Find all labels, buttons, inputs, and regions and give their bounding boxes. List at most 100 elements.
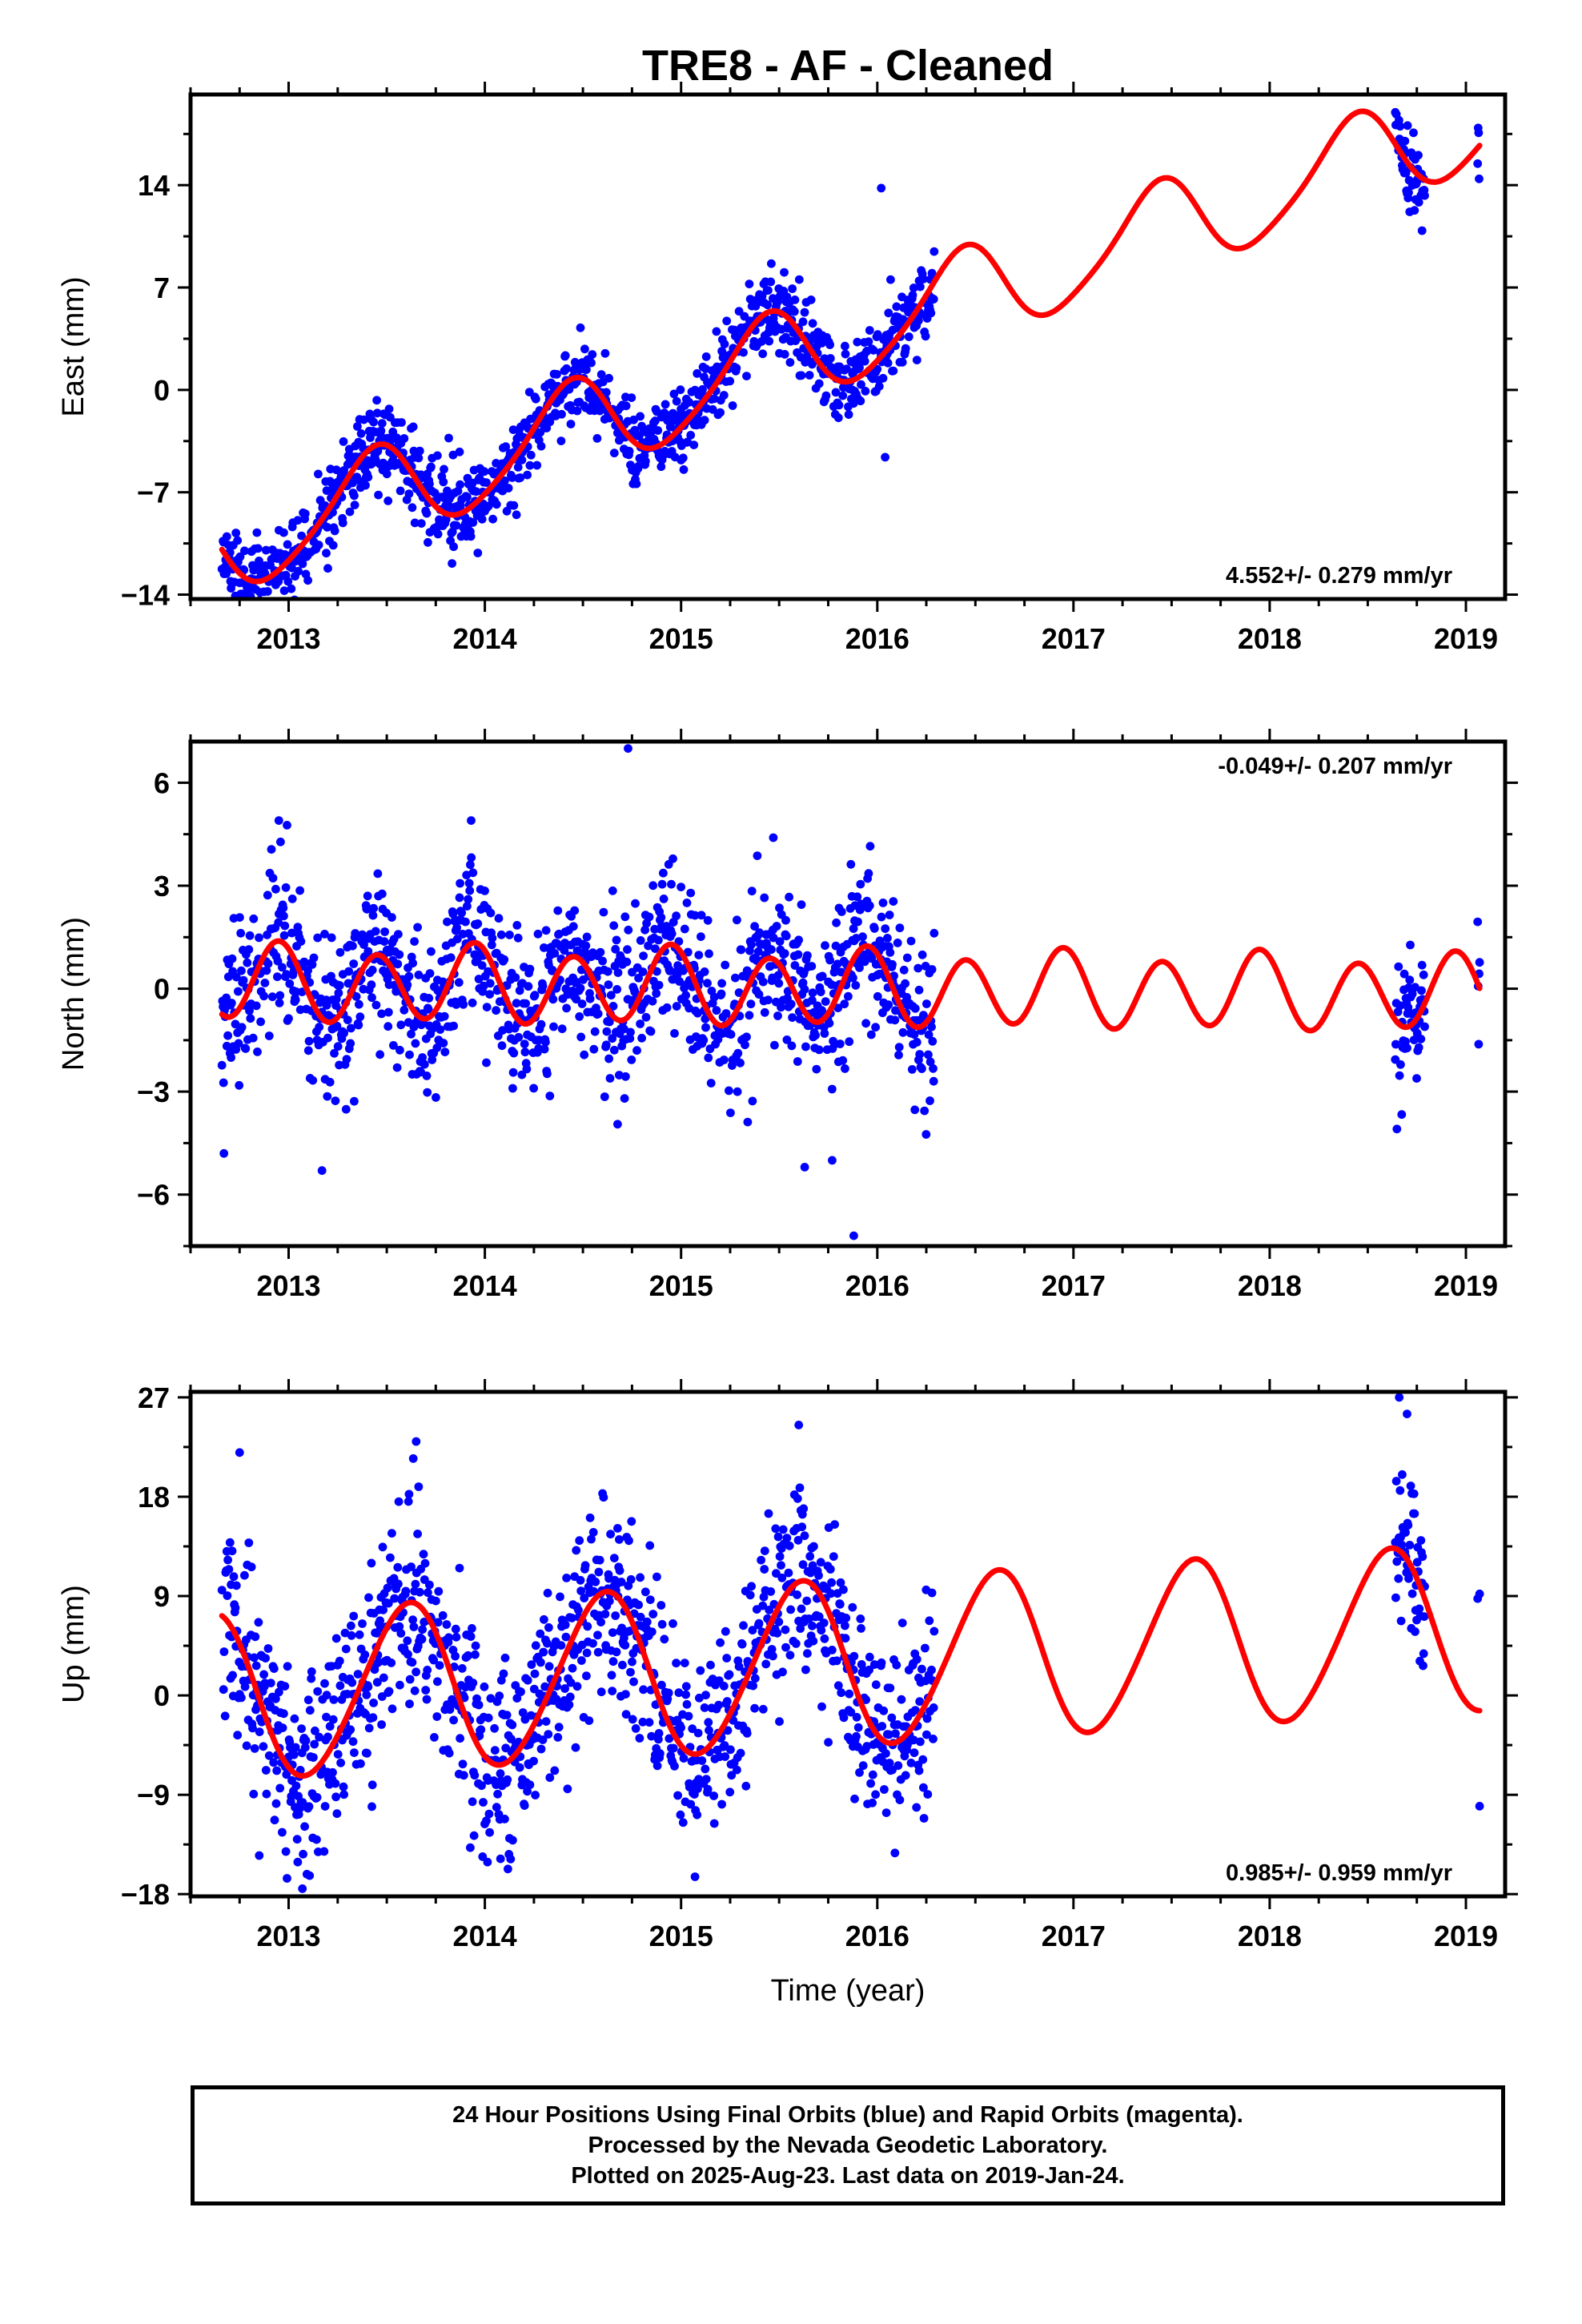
north-point [627,1055,636,1064]
east-point [323,523,332,532]
up-point [379,1673,388,1683]
up-x-axis-label: Time (year) [771,1974,926,2008]
east-y-tick-label: 7 [154,271,170,304]
north-point [680,924,689,934]
north-point [632,1046,641,1055]
up-point [560,1620,570,1630]
up-point [652,1761,662,1771]
up-point [819,1618,829,1627]
up-point [774,1617,784,1626]
up-point [615,1535,624,1544]
chart-title: TRE8 - AF - Cleaned [642,42,1054,90]
east-points [217,107,1484,599]
up-point [836,1578,845,1587]
east-panel: 2013 2014 2015 2016 2017 2018 2019 −14 −7 0 7 14 Eas… [57,82,1518,655]
up-point [424,1588,432,1598]
north-point [255,933,263,943]
up-point [627,1517,636,1526]
east-y-tick-label: −7 [137,476,170,509]
north-point [474,975,484,983]
north-point [234,987,243,996]
up-point [350,1748,359,1758]
north-point [606,991,616,1000]
north-point [747,940,756,949]
east-point [808,360,817,369]
east-point [525,460,535,470]
north-point [219,1148,229,1158]
north-point [669,854,677,863]
up-point [486,1694,496,1703]
north-point [351,929,360,938]
up-point [608,1657,618,1667]
up-point [228,1671,237,1680]
up-point [384,1687,394,1696]
up-point [600,1610,610,1618]
east-point [509,501,519,510]
north-point [245,1006,254,1015]
up-point [362,1691,371,1699]
up-point [464,1651,473,1660]
east-point [383,497,393,505]
north-point [275,999,284,1007]
up-point [700,1703,709,1712]
up-point [331,1779,340,1788]
east-point [582,365,591,374]
north-point [686,888,696,898]
up-point [506,1855,516,1864]
up-point [561,1632,571,1642]
up-point [837,1688,846,1698]
up-point [523,1787,532,1796]
east-y-ticks [178,132,1518,596]
east-point [592,434,602,443]
north-point [851,981,861,990]
up-point [312,1835,321,1844]
up-point [466,1632,476,1641]
north-point [917,1064,926,1073]
up-point [785,1651,795,1660]
east-point [805,371,814,380]
north-point [363,904,371,914]
up-point [531,1641,540,1651]
up-point [893,1761,903,1771]
north-point [681,991,690,1000]
north-point [885,948,895,957]
east-point [844,410,853,419]
north-point [482,1003,492,1011]
north-point [520,1047,530,1057]
up-point [1395,1486,1405,1495]
north-point [884,1000,893,1010]
east-point [709,394,719,404]
north-point [235,1080,244,1090]
north-point [246,1014,255,1023]
north-point [638,967,648,976]
east-point [604,373,613,383]
north-point [575,1012,584,1021]
east-point [587,358,596,368]
north-point [726,1108,735,1117]
north-rate-label: -0.049+/- 0.207 mm/yr [1218,754,1452,779]
north-point [231,1019,240,1029]
east-point [456,501,465,510]
up-point [1475,1802,1484,1811]
north-point [596,947,605,957]
up-point [393,1562,403,1572]
up-point [781,1625,790,1634]
north-point [410,937,419,946]
north-point [1406,940,1415,950]
east-point [279,528,288,537]
up-point [657,1619,667,1629]
east-point [382,469,391,479]
up-point [485,1827,494,1837]
east-point [580,344,589,354]
north-point [285,979,295,988]
north-point [568,922,578,931]
north-point [769,933,778,943]
east-point [901,344,910,353]
up-point [848,1602,857,1612]
east-point [712,327,721,336]
east-model-curve [219,108,1483,585]
up-point [301,1736,311,1745]
north-point [377,1009,386,1019]
east-x-tick-label: 2018 [1238,622,1302,655]
north-point [623,945,632,955]
